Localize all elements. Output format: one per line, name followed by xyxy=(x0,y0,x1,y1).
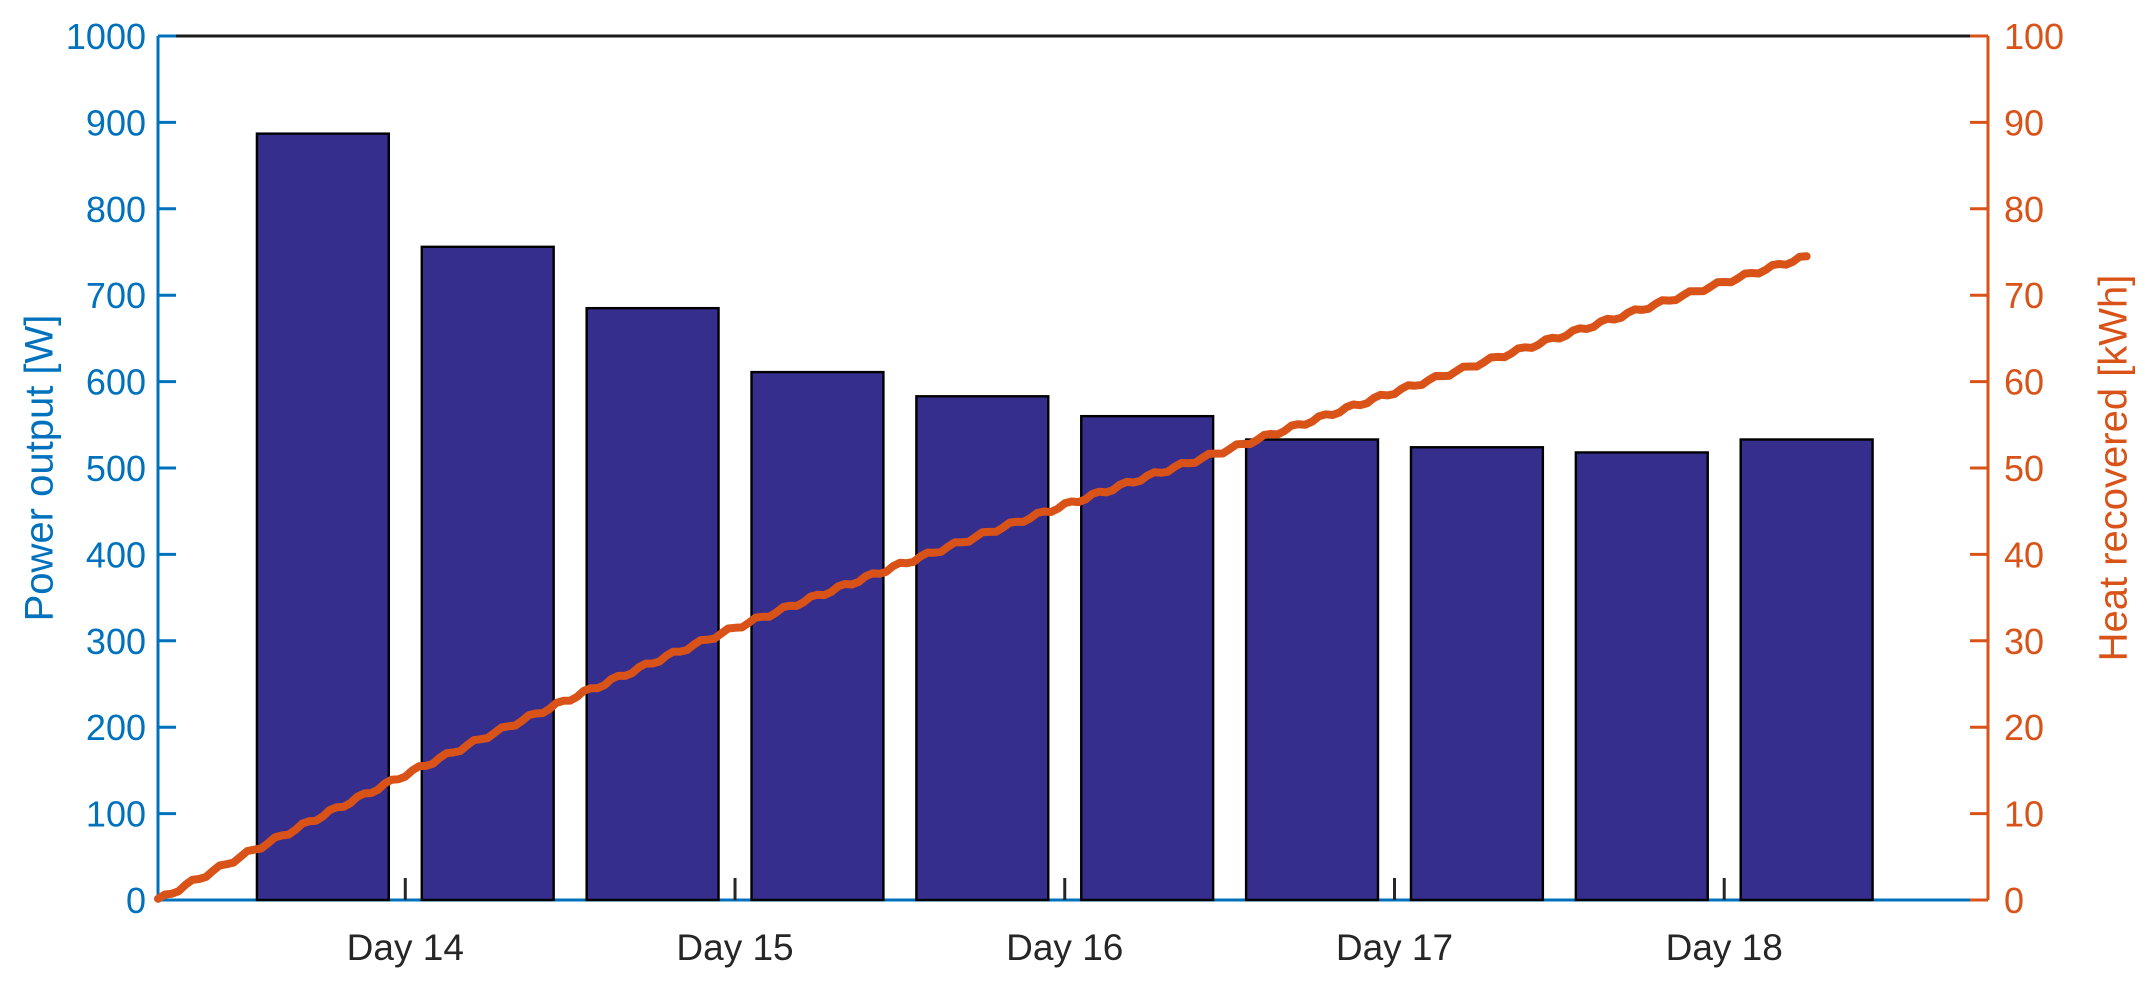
x-tick-label: Day 17 xyxy=(1336,927,1453,968)
heat-recovered-line xyxy=(154,252,1811,903)
left-tick-label: 100 xyxy=(86,794,146,835)
right-axis-title: Heat recovered [kWh] xyxy=(2091,274,2136,662)
left-tick-label: 0 xyxy=(126,880,146,921)
right-tick-label: 50 xyxy=(2004,448,2044,489)
power-bar xyxy=(750,370,885,902)
right-tick-label: 10 xyxy=(2004,794,2044,835)
right-tick-label: 80 xyxy=(2004,189,2044,230)
x-tick-label: Day 14 xyxy=(347,927,464,968)
power-bar xyxy=(255,132,391,902)
power-bar xyxy=(915,395,1050,902)
left-tick-label: 800 xyxy=(86,189,146,230)
right-tick-label: 70 xyxy=(2004,275,2044,316)
power-bar xyxy=(1574,451,1709,902)
right-tick-label: 20 xyxy=(2004,707,2044,748)
right-tick-label: 60 xyxy=(2004,362,2044,403)
left-tick-label: 200 xyxy=(86,707,146,748)
left-tick-label: 600 xyxy=(86,362,146,403)
x-tick-label: Day 15 xyxy=(676,927,793,968)
left-tick-label: 900 xyxy=(86,102,146,143)
left-axis-title: Power output [W] xyxy=(17,314,62,622)
right-tick-label: 0 xyxy=(2004,880,2024,921)
right-tick-label: 40 xyxy=(2004,534,2044,575)
power-bar xyxy=(585,306,720,902)
power-bar xyxy=(420,245,555,902)
right-tick-label: 30 xyxy=(2004,621,2044,662)
power-bar xyxy=(1080,414,1215,902)
right-tick-label: 90 xyxy=(2004,102,2044,143)
left-tick-label: 400 xyxy=(86,534,146,575)
power-bar xyxy=(1244,438,1380,902)
power-bar xyxy=(1739,438,1874,902)
x-tick-label: Day 18 xyxy=(1666,927,1783,968)
left-tick-label: 700 xyxy=(86,275,146,316)
x-tick-label: Day 16 xyxy=(1006,927,1123,968)
left-tick-label: 300 xyxy=(86,621,146,662)
right-tick-label: 100 xyxy=(2004,16,2064,57)
left-tick-label: 1000 xyxy=(66,16,146,57)
left-tick-label: 500 xyxy=(86,448,146,489)
power-bar xyxy=(1409,446,1545,902)
